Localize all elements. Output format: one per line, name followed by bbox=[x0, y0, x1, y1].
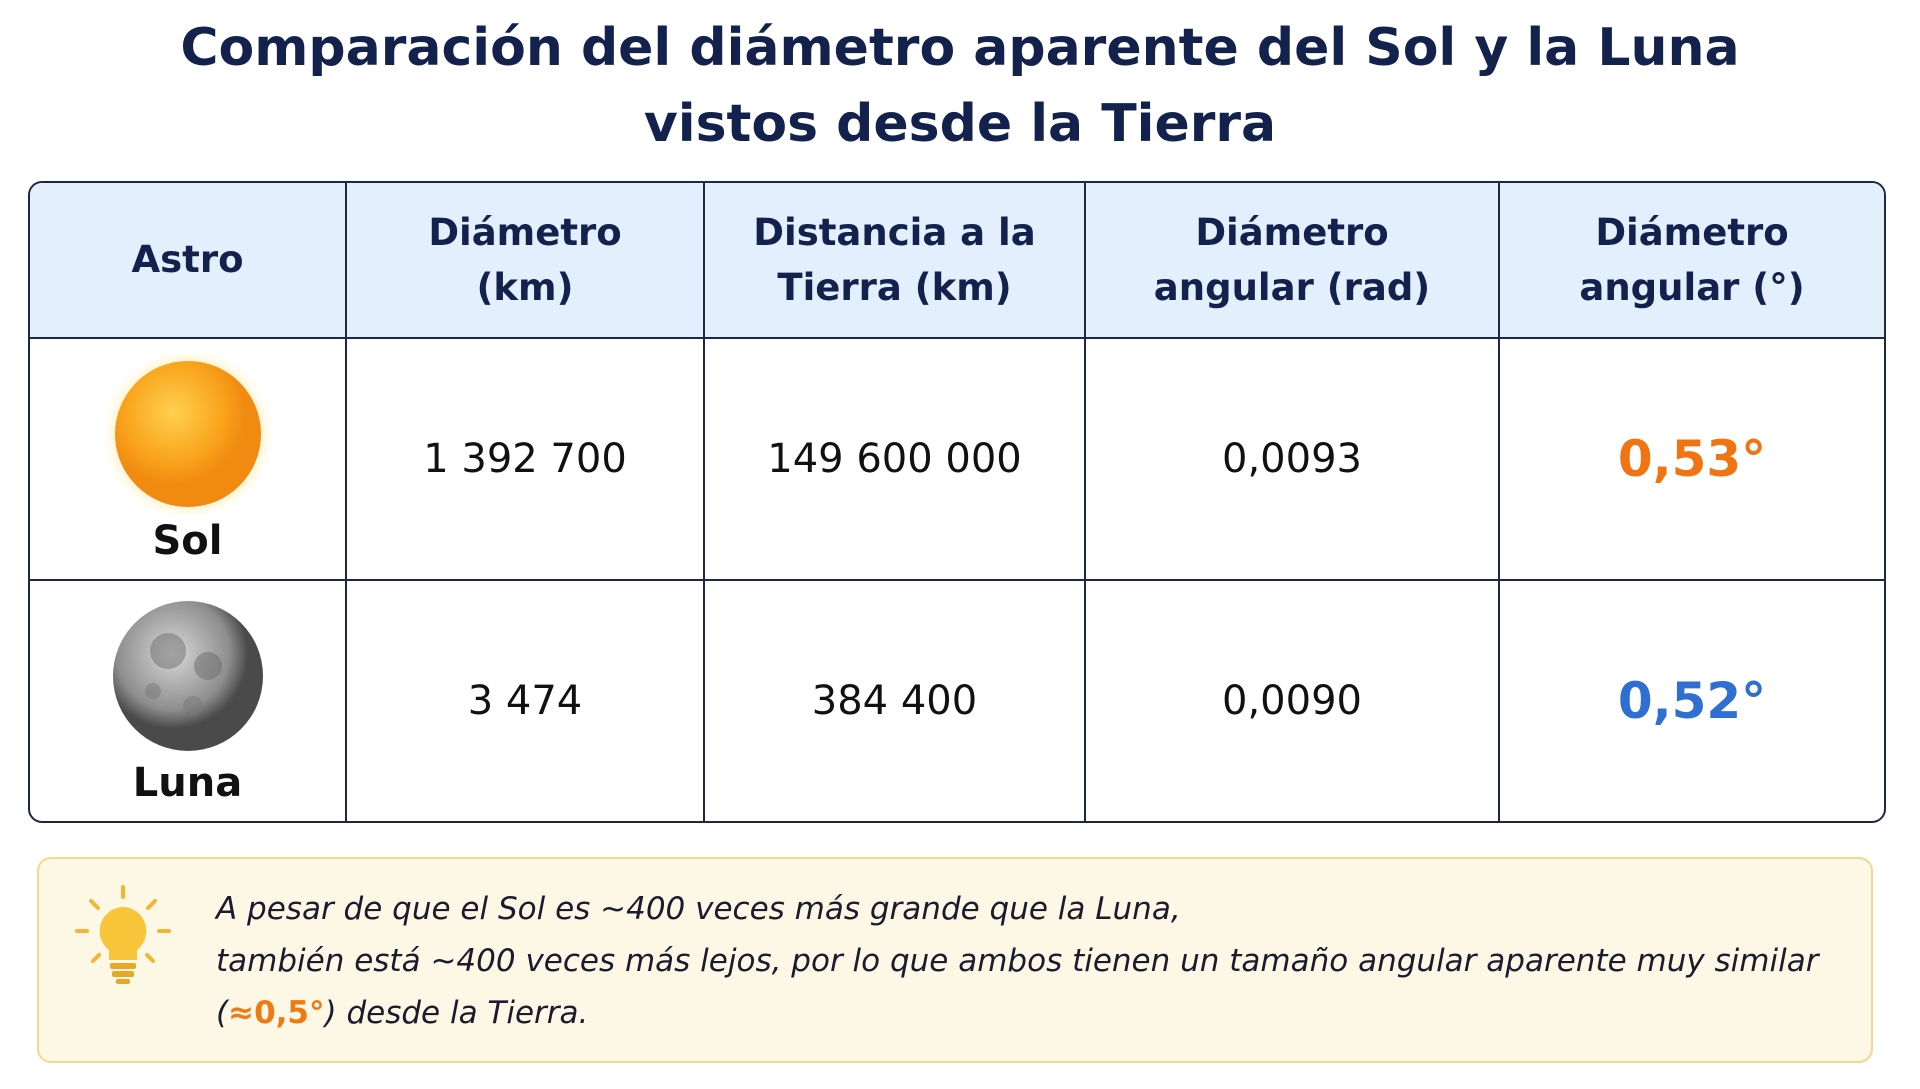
cell: 0,0093 bbox=[1086, 339, 1500, 581]
title-line: Comparación del diámetro aparente del So… bbox=[180, 18, 1740, 78]
cell: 0,0090 bbox=[1086, 581, 1500, 821]
header-text: Astro bbox=[131, 238, 244, 282]
note-text: ( bbox=[216, 995, 229, 1031]
note-line: A pesar de que el Sol es ~400 veces más … bbox=[216, 891, 1181, 927]
astro-cell: Sol bbox=[30, 339, 347, 581]
header-cell: Diámetro angular (rad) bbox=[1086, 183, 1500, 339]
cell: 0,53° bbox=[1500, 339, 1884, 581]
header-text: Distancia a la Tierra (km) bbox=[753, 210, 1036, 310]
note-text: ) desde la Tierra. bbox=[324, 995, 589, 1031]
cell: 0,52° bbox=[1617, 672, 1767, 730]
header-cell: Distancia a la Tierra (km) bbox=[705, 183, 1086, 339]
moon-icon bbox=[112, 601, 263, 751]
astro-cell: Luna bbox=[30, 581, 347, 821]
note-line: (≈0,5°) desde la Tierra. bbox=[216, 995, 588, 1031]
cell: 384 400 bbox=[705, 581, 1086, 821]
header-row: Astro Diámetro (km) Distancia a la Tierr… bbox=[30, 183, 1884, 339]
astro-name: Sol bbox=[152, 518, 223, 564]
header-cell: Astro bbox=[30, 183, 347, 339]
comparison-table: Astro Diámetro (km) Distancia a la Tierr… bbox=[28, 181, 1886, 823]
note-line: también está ~400 veces más lejos, por l… bbox=[216, 943, 1819, 979]
note-highlight: ≈0,5° bbox=[228, 995, 325, 1031]
sun-icon bbox=[101, 354, 274, 514]
header-cell: Diámetro (km) bbox=[347, 183, 705, 339]
header-text: Diámetro angular (rad) bbox=[1153, 210, 1431, 310]
cell: 1 392 700 bbox=[347, 339, 705, 581]
note-box: A pesar de que el Sol es ~400 veces más … bbox=[37, 857, 1873, 1063]
row: Sol 1 392 700 149 600 000 0,0093 0,53° bbox=[30, 339, 1884, 581]
row: Luna 3 474 384 400 0,0090 0,52° bbox=[30, 581, 1884, 821]
cell: 3 474 bbox=[347, 581, 705, 821]
bulb-icon bbox=[75, 885, 171, 984]
astro-name: Luna bbox=[132, 760, 243, 806]
title-line: vistos desde la Tierra bbox=[643, 94, 1277, 154]
cell: 149 600 000 bbox=[705, 339, 1086, 581]
header-text: Diámetro (km) bbox=[428, 210, 622, 310]
header-cell: Diámetro angular (°) bbox=[1500, 183, 1884, 339]
header-text: Diámetro angular (°) bbox=[1579, 210, 1805, 310]
